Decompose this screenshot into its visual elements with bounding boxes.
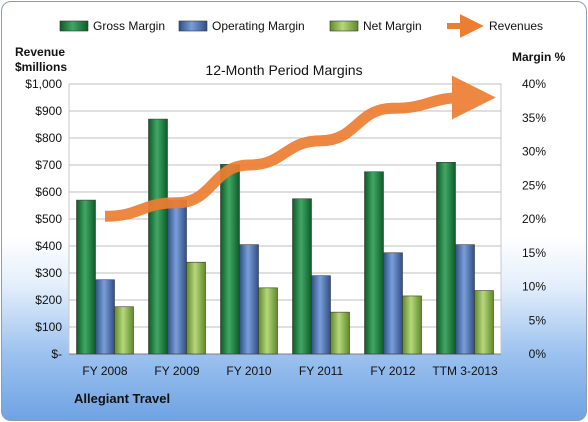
- left-axis-title-line2: $millions: [15, 60, 67, 74]
- bar-net-margin: [114, 306, 134, 355]
- bar-operating-margin: [167, 199, 187, 355]
- left-tick-label: $900: [35, 104, 62, 118]
- x-tick-label: FY 2010: [226, 364, 271, 378]
- x-tick-label: FY 2009: [154, 364, 199, 378]
- left-tick-label: $500: [35, 212, 62, 226]
- legend-gross-margin-label: Gross Margin: [93, 19, 165, 33]
- bar-operating-margin: [239, 244, 259, 355]
- x-tick-label: FY 2012: [370, 364, 415, 378]
- left-tick-label: $600: [35, 185, 62, 199]
- right-tick-label: 0%: [529, 347, 547, 361]
- left-tick-label: $100: [35, 320, 62, 334]
- chart-title: 12-Month Period Margins: [205, 62, 362, 78]
- bar-gross-margin: [364, 171, 384, 355]
- left-tick-label: $300: [35, 266, 62, 280]
- right-tick-label: 15%: [522, 246, 546, 260]
- company-name: Allegiant Travel: [74, 391, 170, 406]
- bar-operating-margin: [95, 279, 115, 355]
- bar-gross-margin: [220, 164, 240, 355]
- bar-gross-margin: [148, 118, 168, 355]
- left-tick-label: $400: [35, 239, 62, 253]
- bar-operating-margin: [455, 244, 475, 355]
- x-tick-label: TTM 3-2013: [432, 364, 498, 378]
- bar-operating-margin: [383, 252, 403, 355]
- right-tick-label: 20%: [522, 212, 546, 226]
- legend-net-margin-swatch: [329, 20, 359, 32]
- legend-gross-margin-swatch: [59, 20, 89, 32]
- legend-revenues-label: Revenues: [489, 19, 543, 33]
- left-tick-label: $700: [35, 158, 62, 172]
- bar-net-margin: [258, 287, 278, 355]
- bar-operating-margin: [311, 275, 331, 355]
- left-tick-label: $800: [35, 131, 62, 145]
- left-tick-label: $200: [35, 293, 62, 307]
- bar-gross-margin: [292, 198, 312, 355]
- legend-operating-margin-label: Operating Margin: [212, 19, 305, 33]
- x-tick-label: FY 2011: [299, 364, 344, 378]
- x-tick-label: FY 2008: [82, 364, 127, 378]
- right-tick-label: 10%: [522, 280, 546, 294]
- legend-net-margin-label: Net Margin: [363, 19, 422, 33]
- plot-area: $- $100 $200 $300 $400 $500 $600 $700 $800 $900 $1…: [25, 75, 547, 378]
- left-tick-label: $1,000: [25, 77, 62, 91]
- bar-gross-margin: [436, 162, 456, 355]
- right-tick-label: 35%: [522, 111, 546, 125]
- legend-operating-margin-swatch: [178, 20, 208, 32]
- bar-net-margin: [330, 311, 350, 355]
- right-tick-label: 40%: [522, 77, 546, 91]
- bar-net-margin: [186, 261, 206, 355]
- series-line-revenues: [104, 75, 496, 222]
- left-axis-title-line1: Revenue: [15, 45, 65, 59]
- right-tick-label: 30%: [522, 145, 546, 159]
- left-tick-label: $-: [51, 347, 62, 361]
- right-tick-label: 5%: [529, 313, 547, 327]
- right-axis-title: Margin %: [512, 50, 566, 64]
- bar-gross-margin: [76, 199, 96, 355]
- bar-net-margin: [402, 295, 422, 355]
- right-tick-label: 25%: [522, 178, 546, 192]
- legend: Gross Margin Operating Margin Net Margin Re…: [59, 14, 543, 38]
- bar-net-margin: [474, 290, 494, 355]
